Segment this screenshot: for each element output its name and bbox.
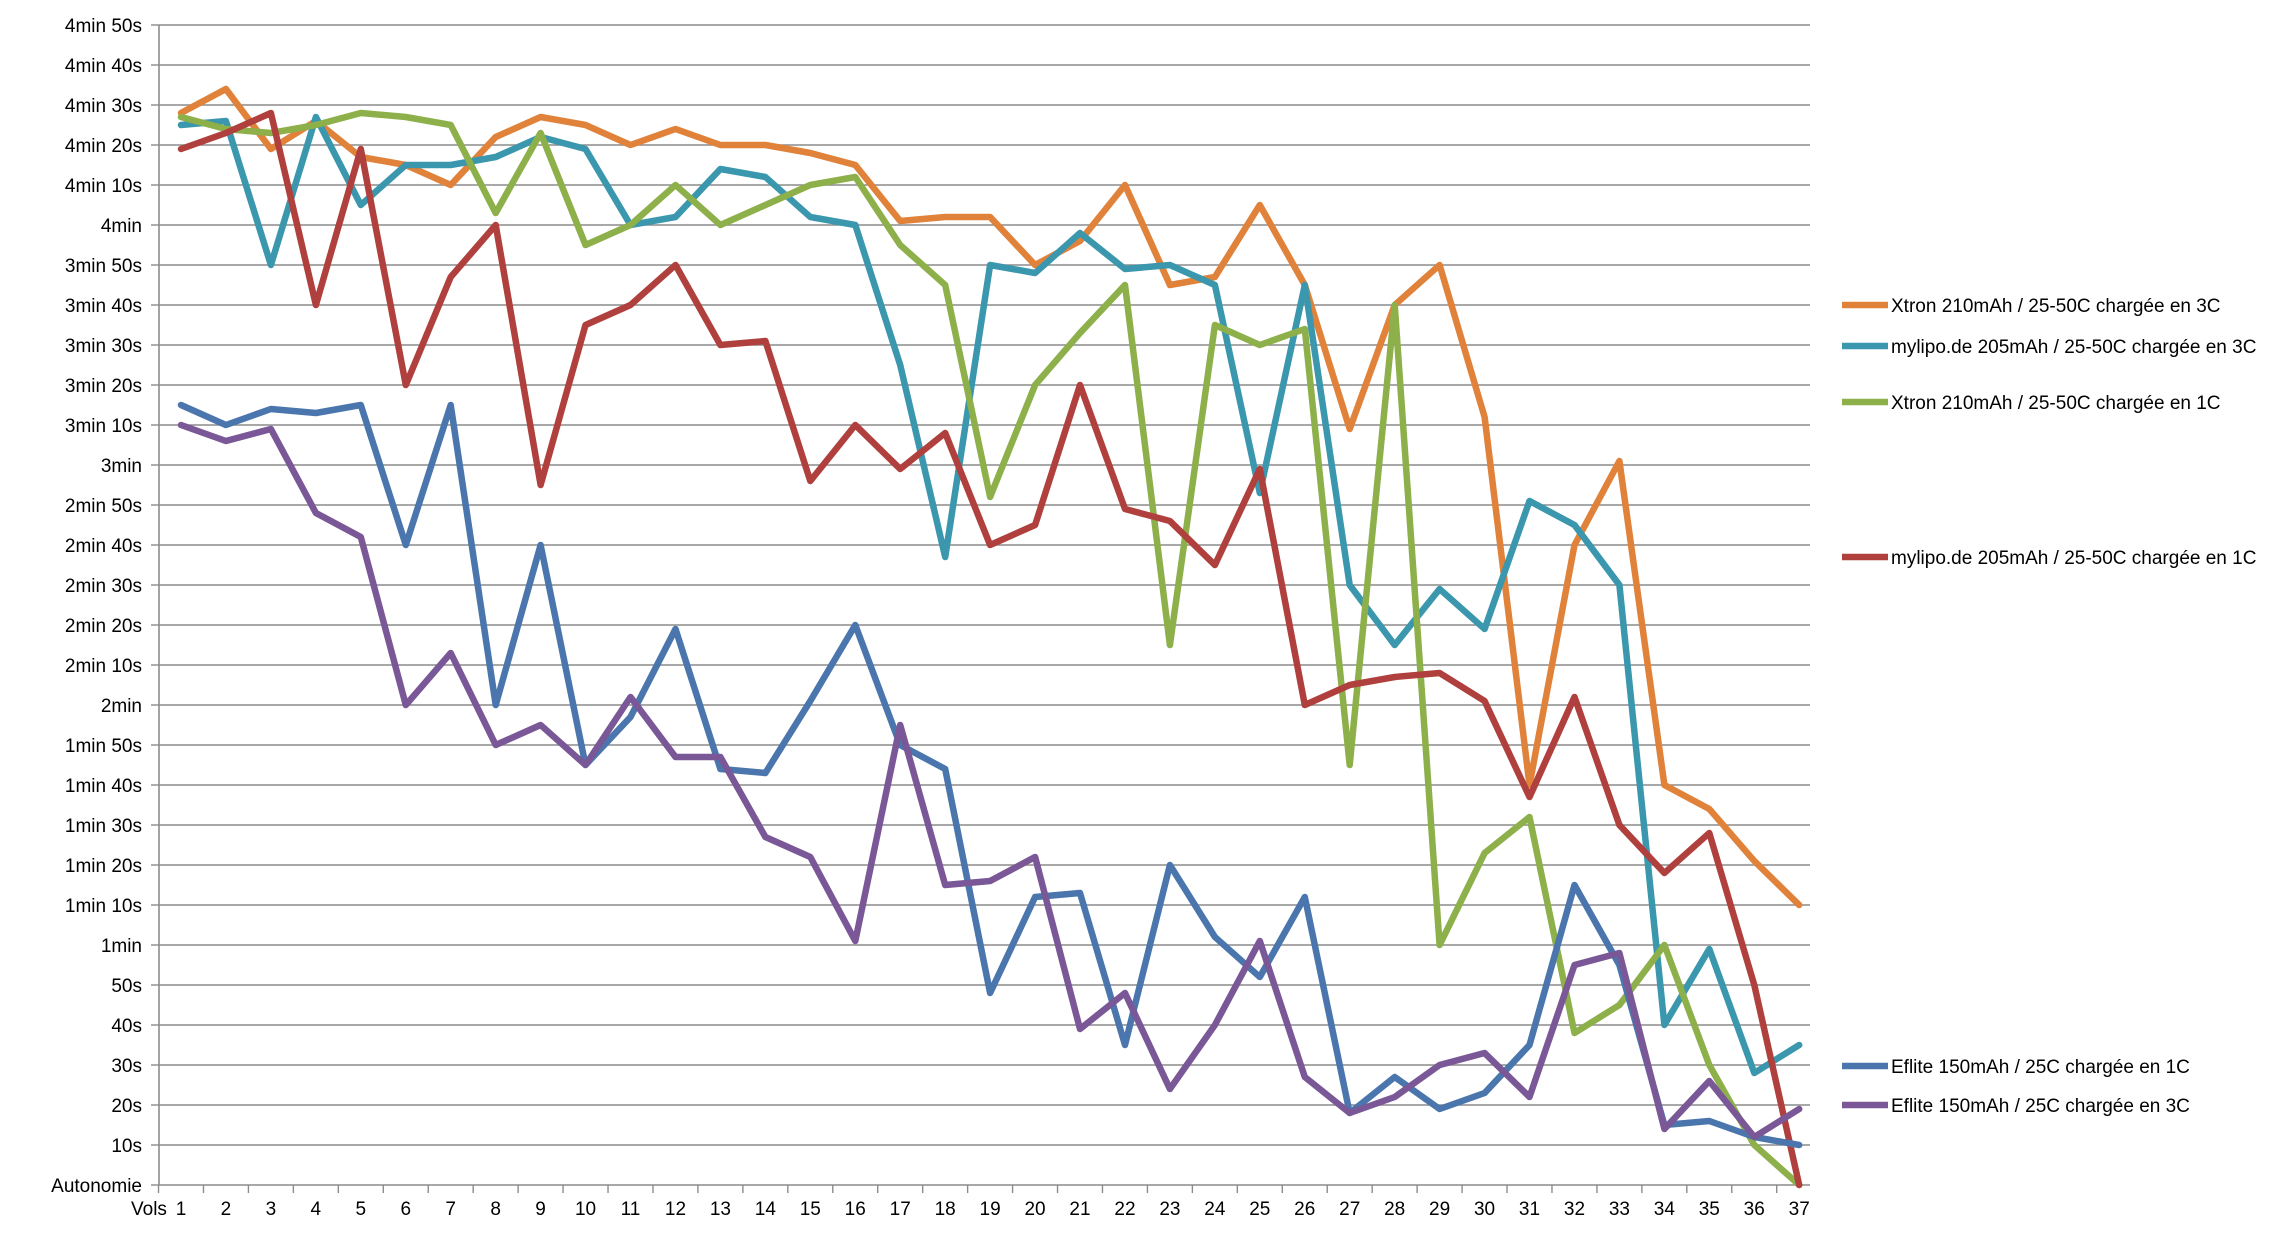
x-tick-label: 28 [1384, 1199, 1405, 1220]
x-tick-label: 1 [176, 1199, 187, 1220]
y-tick-label: 1min 30s [65, 816, 142, 837]
x-tick-label: 8 [490, 1199, 501, 1220]
x-axis-label: Vols [131, 1199, 167, 1220]
x-tick-label: 23 [1159, 1199, 1180, 1220]
x-tick-label: 22 [1114, 1199, 1135, 1220]
x-tick-label: 29 [1429, 1199, 1450, 1220]
y-tick-label: 1min 20s [65, 856, 142, 877]
x-tick-label: 14 [755, 1199, 777, 1220]
x-tick-label: 35 [1699, 1199, 1720, 1220]
x-tick-label: 11 [621, 1199, 641, 1220]
x-tick-label: 6 [400, 1199, 411, 1220]
y-tick-label: 20s [111, 1096, 142, 1117]
y-tick-label: 2min [101, 696, 142, 717]
x-tick-label: 33 [1609, 1199, 1630, 1220]
y-tick-label: 2min 10s [65, 656, 142, 677]
y-tick-label: 10s [111, 1136, 142, 1157]
x-tick-label: 12 [665, 1199, 686, 1220]
y-tick-label: 4min 40s [65, 56, 142, 77]
y-tick-label: 3min 20s [65, 376, 142, 397]
x-axis-tick-labels: Vols 1 2 3 4 5 6 7 8 9 10 11 12 13 14 15 16 17 18 19 20 21 22… [131, 1199, 1810, 1220]
series-line-2 [177, 113, 1803, 1077]
y-tick-label: 3min 50s [65, 256, 142, 277]
x-tick-label: 16 [845, 1199, 866, 1220]
y-tick-label: 3min 40s [65, 296, 142, 317]
y-tick-label: 2min 30s [65, 576, 142, 597]
y-axis-tick-labels: Autonomie 10s 20s 30s 40s 50s 1min 1min 10s 1min… [51, 16, 142, 1197]
x-tick-label: 17 [890, 1199, 911, 1220]
y-tick-label: 40s [111, 1016, 142, 1037]
x-tick-label: 25 [1249, 1199, 1270, 1220]
x-tick-label: 34 [1654, 1199, 1676, 1220]
y-tick-label: 2min 50s [65, 496, 142, 517]
y-tick-label: 30s [111, 1056, 142, 1077]
x-tick-label: 4 [311, 1199, 322, 1220]
series-line-3 [177, 109, 1803, 1189]
x-tick-label: 10 [575, 1199, 596, 1220]
x-tick-label: 19 [980, 1199, 1001, 1220]
legend-label: Xtron 210mAh / 25-50C chargée en 1C [1891, 393, 2221, 414]
legend: Xtron 210mAh / 25-50C chargée en 3C mylip… [1842, 296, 2256, 1117]
y-tick-label: 4min 20s [65, 136, 142, 157]
axes [151, 24, 1810, 1193]
y-tick-label: 4min [101, 216, 142, 237]
y-tick-label: 1min 50s [65, 736, 142, 757]
x-tick-label: 20 [1024, 1199, 1045, 1220]
x-tick-label: 2 [221, 1199, 232, 1220]
y-tick-label: 1min 40s [65, 776, 142, 797]
y-tick-label: 2min 20s [65, 616, 142, 637]
legend-label: mylipo.de 205mAh / 25-50C chargée en 1C [1891, 548, 2256, 569]
y-tick-label: 3min 30s [65, 336, 142, 357]
y-tick-label: 4min 50s [65, 16, 142, 37]
series-line-1 [177, 85, 1803, 909]
legend-label: mylipo.de 205mAh / 25-50C chargée en 3C [1891, 337, 2256, 358]
x-tick-label: 31 [1519, 1199, 1540, 1220]
x-tick-label: 13 [710, 1199, 731, 1220]
x-tick-label: 37 [1789, 1199, 1810, 1220]
x-tick-label: 15 [800, 1199, 821, 1220]
legend-label: Eflite 150mAh / 25C chargée en 3C [1891, 1096, 2190, 1117]
series-line-5 [177, 401, 1803, 1149]
x-tick-label: 21 [1069, 1199, 1090, 1220]
series-lines [177, 85, 1803, 1189]
y-tick-label: 1min [101, 936, 142, 957]
legend-label: Eflite 150mAh / 25C chargée en 1C [1891, 1057, 2190, 1078]
x-tick-label: 30 [1474, 1199, 1495, 1220]
x-tick-label: 27 [1339, 1199, 1360, 1220]
y-tick-label: 4min 10s [65, 176, 142, 197]
y-tick-label: 50s [111, 976, 142, 997]
x-tick-label: 32 [1564, 1199, 1585, 1220]
legend-label: Xtron 210mAh / 25-50C chargée en 3C [1891, 296, 2221, 317]
x-tick-label: 24 [1204, 1199, 1226, 1220]
y-tick-label: Autonomie [51, 1176, 142, 1197]
x-tick-label: 18 [935, 1199, 956, 1220]
x-tick-label: 26 [1294, 1199, 1315, 1220]
x-tick-label: 5 [356, 1199, 367, 1220]
x-tick-label: 3 [266, 1199, 277, 1220]
series-line-4 [177, 109, 1803, 1189]
y-tick-label: 4min 30s [65, 96, 142, 117]
x-tick-label: 7 [445, 1199, 456, 1220]
y-tick-label: 3min 10s [65, 416, 142, 437]
series-line-6 [177, 421, 1803, 1141]
x-tick-label: 36 [1744, 1199, 1765, 1220]
y-tick-label: 1min 10s [65, 896, 142, 917]
x-tick-label: 9 [535, 1199, 546, 1220]
y-tick-label: 3min [101, 456, 142, 477]
y-tick-label: 2min 40s [65, 536, 142, 557]
